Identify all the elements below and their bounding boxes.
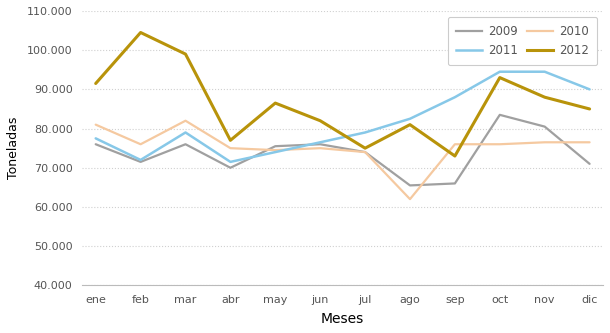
2012 bbox=[271, 101, 279, 105]
2010 bbox=[586, 140, 594, 144]
2011 bbox=[137, 158, 144, 162]
2009 bbox=[271, 144, 279, 148]
Y-axis label: Toneladas: Toneladas bbox=[7, 117, 20, 179]
Line: 2012: 2012 bbox=[96, 33, 590, 156]
2010 bbox=[362, 150, 369, 154]
2012 bbox=[406, 123, 414, 127]
2010 bbox=[271, 148, 279, 152]
2009 bbox=[92, 142, 99, 146]
2012 bbox=[362, 146, 369, 150]
2010 bbox=[451, 142, 459, 146]
2010 bbox=[496, 142, 503, 146]
2011 bbox=[227, 160, 234, 164]
2009 bbox=[541, 125, 548, 129]
Line: 2010: 2010 bbox=[96, 121, 590, 199]
2009 bbox=[496, 113, 503, 117]
2011 bbox=[541, 70, 548, 74]
2011 bbox=[451, 95, 459, 99]
X-axis label: Meses: Meses bbox=[321, 312, 364, 326]
2010 bbox=[137, 142, 144, 146]
2010 bbox=[182, 119, 189, 123]
2011 bbox=[406, 117, 414, 121]
2011 bbox=[271, 150, 279, 154]
2012 bbox=[541, 95, 548, 99]
2009 bbox=[182, 142, 189, 146]
2009 bbox=[137, 160, 144, 164]
2010 bbox=[406, 197, 414, 201]
2009 bbox=[406, 183, 414, 187]
2012 bbox=[451, 154, 459, 158]
2011 bbox=[586, 87, 594, 91]
2012 bbox=[92, 82, 99, 86]
2010 bbox=[227, 146, 234, 150]
2012 bbox=[227, 138, 234, 142]
2012 bbox=[137, 31, 144, 35]
Legend: 2009, 2011, 2010, 2012: 2009, 2011, 2010, 2012 bbox=[448, 17, 597, 65]
Line: 2011: 2011 bbox=[96, 72, 590, 162]
2009 bbox=[362, 150, 369, 154]
2010 bbox=[92, 123, 99, 127]
2009 bbox=[451, 181, 459, 185]
2011 bbox=[92, 137, 99, 141]
2009 bbox=[586, 162, 594, 166]
2010 bbox=[317, 146, 324, 150]
2011 bbox=[317, 140, 324, 144]
2012 bbox=[182, 52, 189, 56]
2010 bbox=[541, 140, 548, 144]
2011 bbox=[496, 70, 503, 74]
2012 bbox=[317, 119, 324, 123]
2012 bbox=[586, 107, 594, 111]
2011 bbox=[182, 131, 189, 135]
Line: 2009: 2009 bbox=[96, 115, 590, 185]
2011 bbox=[362, 131, 369, 135]
2009 bbox=[317, 142, 324, 146]
2009 bbox=[227, 166, 234, 170]
2012 bbox=[496, 76, 503, 80]
